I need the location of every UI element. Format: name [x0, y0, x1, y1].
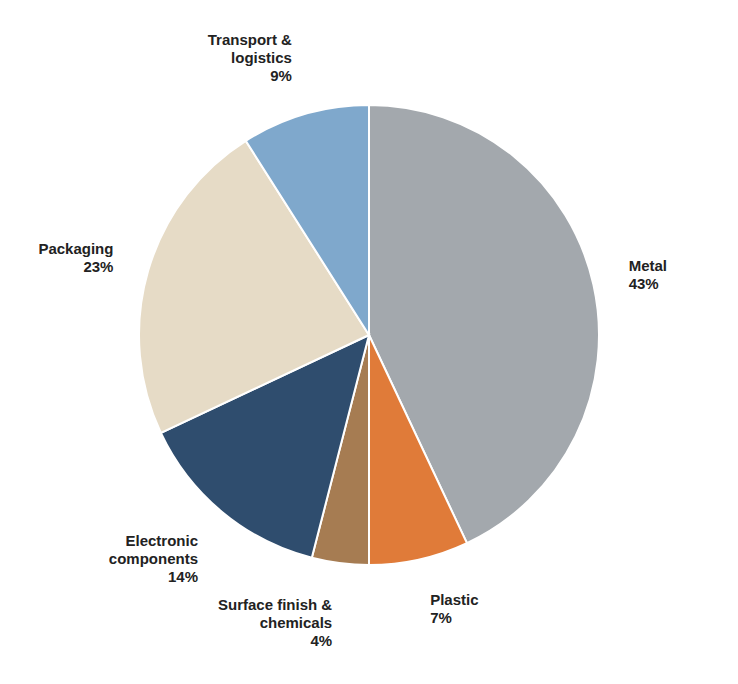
pie-slice [369, 335, 467, 565]
data-label: 7% [430, 609, 452, 626]
slice-label: Transport &logistics [208, 31, 292, 66]
data-label: 23% [83, 258, 113, 275]
slice-label: Packaging [38, 240, 113, 257]
data-label: 9% [270, 67, 292, 84]
slice-label-line: logistics [231, 49, 292, 66]
data-label: 4% [310, 632, 332, 649]
slice-label-line: Electronic [125, 532, 198, 549]
slice-label-line: Surface finish & [218, 596, 332, 613]
pie-slice [246, 105, 369, 335]
slice-label-line: Plastic [430, 591, 478, 608]
slice-label: Plastic [430, 591, 478, 608]
slice-label-line: Metal [629, 257, 667, 274]
slice-label-line: components [109, 550, 198, 567]
slice-label: Metal [629, 257, 667, 274]
data-label: 14% [168, 568, 198, 585]
slice-label: Surface finish &chemicals [218, 596, 332, 631]
slice-label-line: Packaging [38, 240, 113, 257]
slice-label-line: Transport & [208, 31, 292, 48]
slice-label: Electroniccomponents [109, 532, 198, 567]
slice-label-line: chemicals [260, 614, 333, 631]
labels: Metal43% Plastic7% Surface finish &chemica… [38, 31, 667, 648]
chart: Metal43% Plastic7% Surface finish &chemica… [0, 0, 738, 684]
pie [139, 105, 599, 565]
data-label: 43% [629, 275, 659, 292]
